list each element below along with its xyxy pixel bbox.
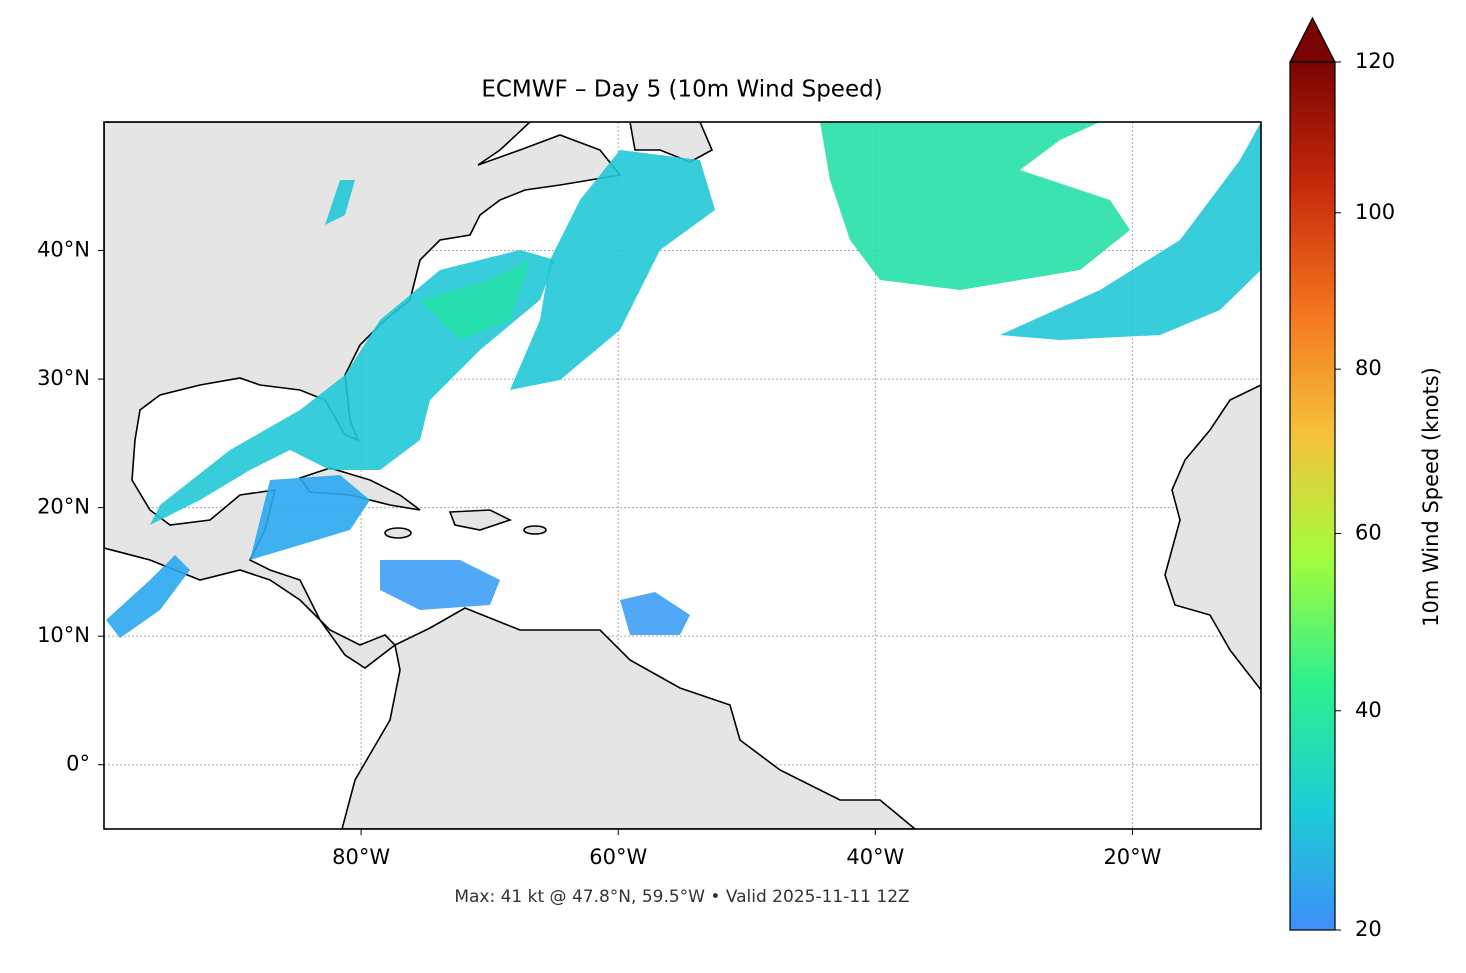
colorbar-tick-label: 40 bbox=[1355, 698, 1382, 722]
wind-area bbox=[1000, 122, 1261, 340]
wind-area bbox=[325, 180, 355, 225]
y-tick-label: 0° bbox=[66, 752, 90, 776]
jamaica bbox=[384, 527, 412, 539]
x-tick-label: 80°W bbox=[332, 845, 390, 869]
colorbar-tick-label: 100 bbox=[1355, 200, 1395, 224]
north-america bbox=[104, 122, 622, 669]
colorbar-label: 10m Wind Speed (knots) bbox=[1419, 367, 1443, 627]
puerto-rico bbox=[523, 525, 547, 535]
wind-area bbox=[820, 122, 1130, 290]
wind-field bbox=[106, 122, 1261, 638]
map-frame bbox=[103, 121, 1262, 830]
colorbar-tick-label: 80 bbox=[1355, 356, 1382, 380]
y-tick-label: 20°N bbox=[37, 495, 90, 519]
map-layers bbox=[104, 122, 1261, 829]
colorbar-tick-label: 120 bbox=[1355, 49, 1395, 73]
wind-area bbox=[106, 555, 190, 638]
colorbar-tick-label: 20 bbox=[1355, 917, 1382, 941]
y-tick-label: 40°N bbox=[37, 238, 90, 262]
wind-area bbox=[510, 150, 715, 390]
colorbar-scale bbox=[1290, 62, 1335, 930]
wind-area bbox=[380, 560, 500, 610]
x-tick-label: 20°W bbox=[1103, 845, 1161, 869]
colorbar: 20 40 60 80 100 120 bbox=[1289, 16, 1395, 941]
y-tick-label: 10°N bbox=[37, 623, 90, 647]
colorbar-extend bbox=[1289, 16, 1336, 63]
colorbar-frame bbox=[1289, 61, 1336, 931]
wind-area bbox=[250, 475, 370, 560]
hispaniola bbox=[448, 509, 513, 531]
y-tick-label: 30°N bbox=[37, 366, 90, 390]
x-tick-label: 40°W bbox=[846, 845, 904, 869]
wind-area bbox=[420, 260, 530, 340]
x-tick-label: 60°W bbox=[589, 845, 647, 869]
wind-area bbox=[620, 592, 690, 635]
africa bbox=[1164, 384, 1261, 692]
footer-note: Max: 41 kt @ 47.8°N, 59.5°W • Valid 2025… bbox=[454, 887, 909, 907]
south-america bbox=[341, 607, 917, 829]
colorbar-tick-label: 60 bbox=[1355, 520, 1382, 544]
map-title: ECMWF – Day 5 (10m Wind Speed) bbox=[481, 77, 882, 103]
